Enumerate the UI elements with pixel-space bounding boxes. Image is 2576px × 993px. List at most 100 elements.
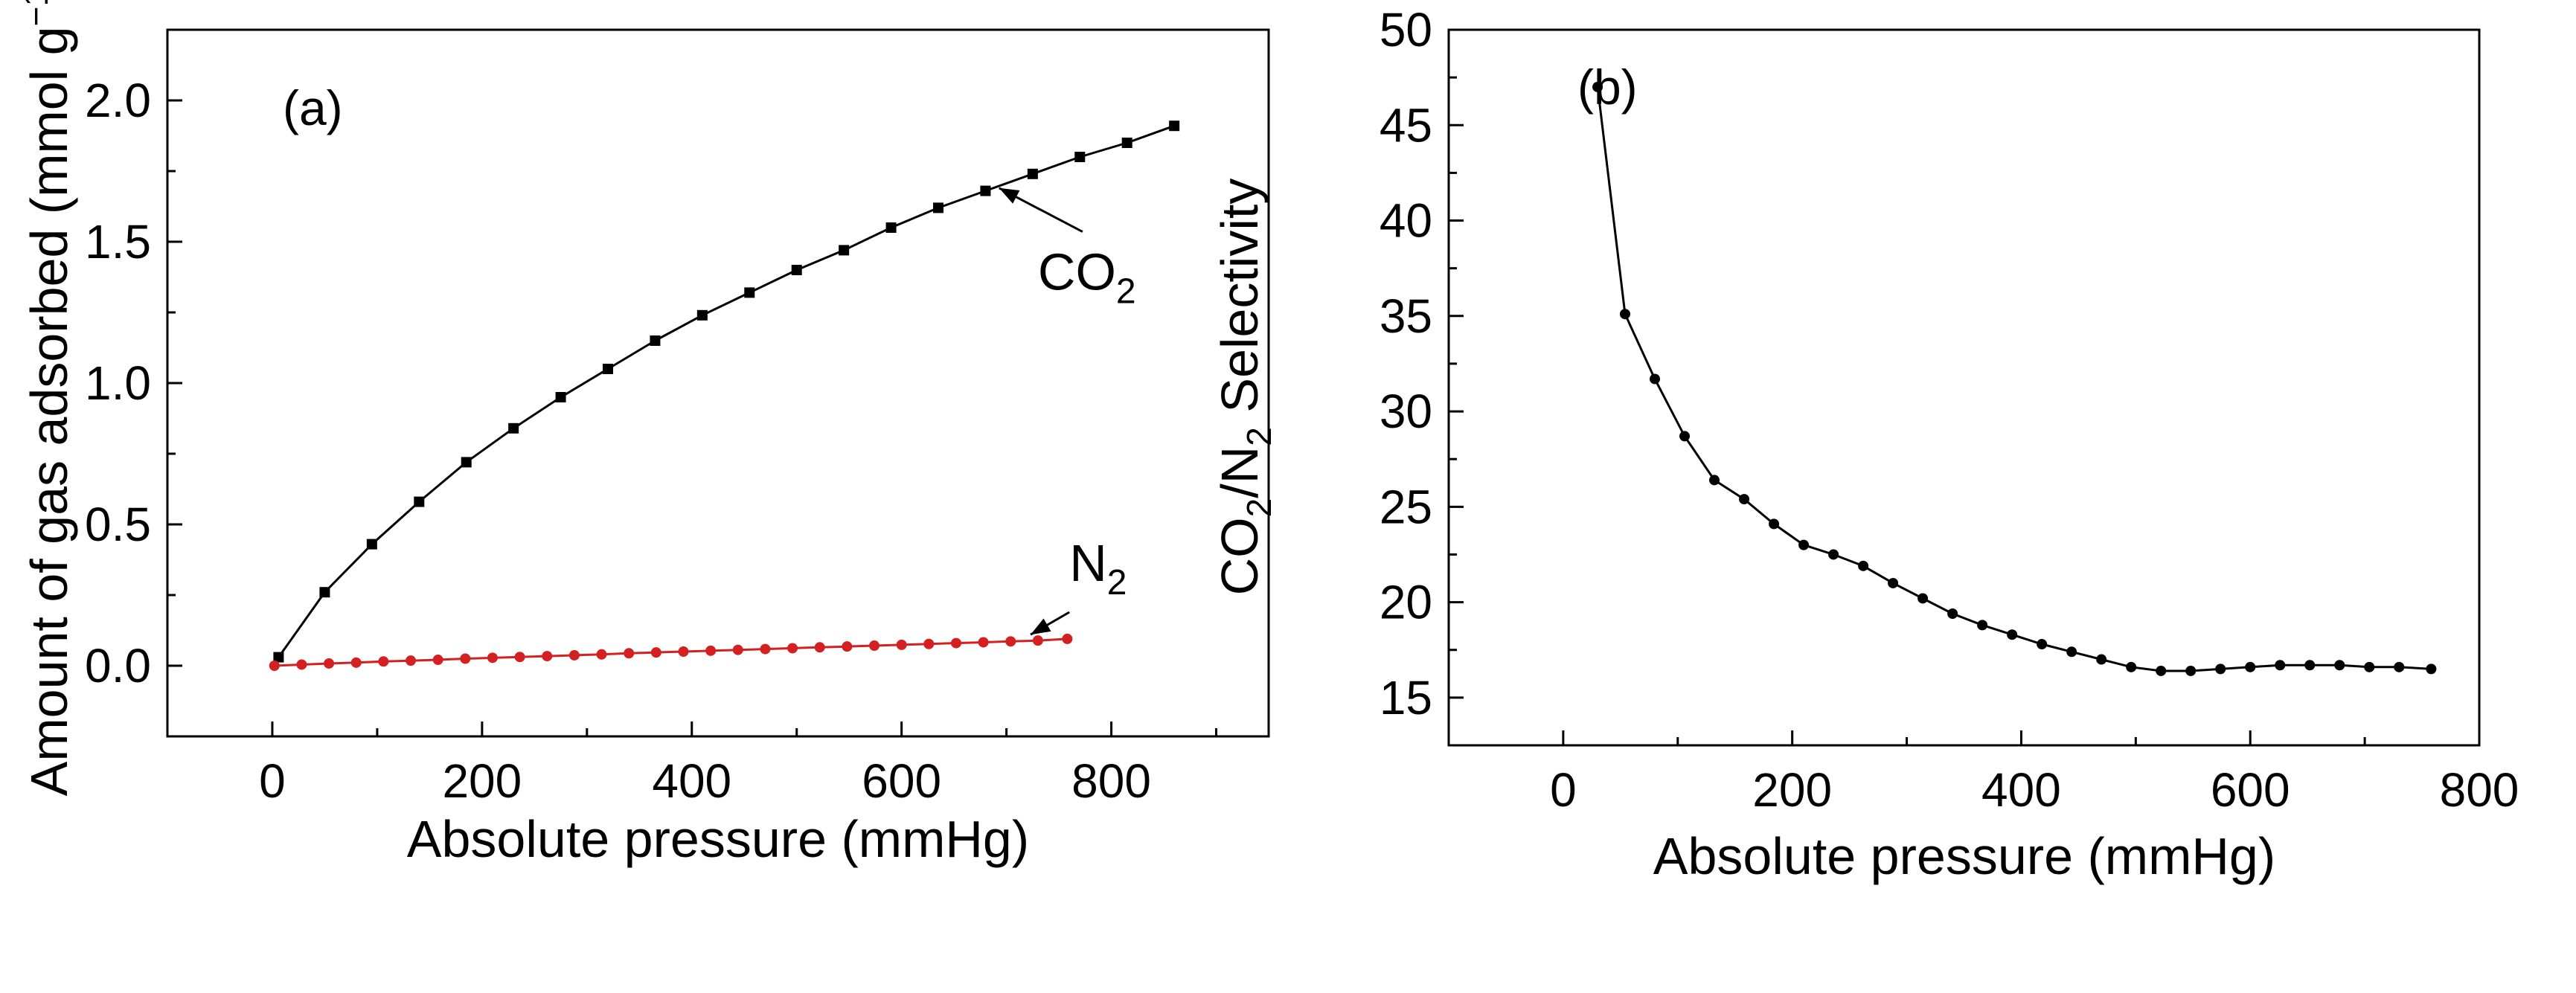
panel-b-y-tick-label: 15 xyxy=(1380,671,1432,724)
panel-a-n2-point xyxy=(678,646,689,657)
panel-a-co2-label: CO2 xyxy=(1038,243,1136,312)
panel-b-co2-n2-selectivity-point xyxy=(1619,309,1630,320)
panel-b-co2-n2-selectivity-line xyxy=(1596,86,2432,672)
panel-b-y-axis-title-rest: Selectivity xyxy=(1211,179,1269,428)
panel-a-co2-point xyxy=(1121,138,1132,148)
panel-a-label: (a) xyxy=(283,80,343,135)
panel-a-n2-point xyxy=(732,644,743,655)
panel-a-n2-arrow-head xyxy=(1031,618,1051,635)
panel-a-n2-label: N2 xyxy=(1069,534,1127,602)
panel-b-y-axis-title-co: CO xyxy=(1211,517,1269,595)
panel-b-co2-n2-selectivity-point xyxy=(1650,373,1660,385)
panel-b-co2-n2-selectivity-point xyxy=(2007,629,2018,640)
panel-b-x-tick-label: 800 xyxy=(2440,763,2519,817)
panel-a-y-axis-title: Amount of gas adsorbed (mmol g−1) xyxy=(16,0,78,796)
panel-a-x-tick-label: 200 xyxy=(442,754,522,808)
panel-a-n2-point xyxy=(650,647,661,658)
panel-a-n2-point xyxy=(514,652,525,663)
panel-a-n2-point xyxy=(460,653,471,664)
panel-b-co2-n2-selectivity-point xyxy=(2066,646,2077,658)
panel-a-co2-point xyxy=(839,245,850,256)
panel-a-n2-point xyxy=(568,649,580,661)
panel-a-n2-point xyxy=(814,642,825,653)
panel-a-co2-point xyxy=(414,496,425,507)
panel-a-co2-point xyxy=(933,202,943,213)
panel-b-co2-n2-selectivity-point xyxy=(1917,593,1929,604)
panel-a-co2-arrow-head xyxy=(999,187,1020,204)
panel-a-n2-point xyxy=(406,655,417,666)
panel-a-n2-point xyxy=(324,658,335,669)
panel-b-y-tick-label: 40 xyxy=(1380,194,1432,248)
panel-b-label: (b) xyxy=(1577,60,1638,115)
panel-a-y-tick-label: 1.5 xyxy=(85,215,151,269)
panel-a-co2-point xyxy=(650,335,661,346)
panel-a-x-axis-title: Absolute pressure (mmHg) xyxy=(407,810,1029,868)
panel-a-n2-point xyxy=(296,659,307,670)
panel-a-co2-point xyxy=(319,587,330,598)
panel-a-co2-point xyxy=(555,392,566,402)
panel-a-co2-point xyxy=(603,364,613,374)
panel-b-y-tick-label: 35 xyxy=(1380,289,1432,343)
panel-a-y-axis-title-sup: −1 xyxy=(16,0,55,26)
panel-b-co2-n2-selectivity-point xyxy=(1828,549,1839,560)
panel-a-n2-point xyxy=(978,637,989,648)
panel-b-co2-n2-selectivity-point xyxy=(1592,81,1603,92)
panel-a-x-tick-label: 400 xyxy=(652,754,731,808)
panel-a-n2-point xyxy=(950,637,961,649)
panel-b-plot-frame xyxy=(1447,28,2481,747)
panel-b-co2-n2-selectivity-point xyxy=(1798,539,1810,550)
panel-a-x-tick-label: 0 xyxy=(259,754,286,808)
panel-b-co2-n2-selectivity-point xyxy=(2126,661,2137,672)
panel-b-y-tick-label: 20 xyxy=(1380,576,1432,629)
panel-b-co2-n2-selectivity-point xyxy=(2426,663,2437,675)
panel-a-n2-line xyxy=(274,637,1068,667)
panel-a-y-axis-title-main: Amount of gas adsorbed (mmol g xyxy=(20,26,78,796)
panel-b-co2-n2-selectivity-point xyxy=(2215,663,2226,675)
panel-b-co2-n2-selectivity-point xyxy=(2245,661,2256,672)
panel-a-co2-point xyxy=(1074,152,1086,162)
panel-a-n2-label-sub: 2 xyxy=(1107,563,1127,602)
panel-b-co2-n2-selectivity-point xyxy=(2364,661,2375,672)
panel-a-n2-point xyxy=(923,638,935,649)
panel-a-co2-point xyxy=(744,287,755,298)
panel-a-n2-point xyxy=(596,649,607,660)
panel-a-n2-point xyxy=(842,641,853,652)
panel-b-x-tick-label: 400 xyxy=(1981,763,2061,817)
panel-b-y-tick-label: 30 xyxy=(1380,385,1432,438)
panel-a-co2-label-main: CO xyxy=(1038,243,1116,301)
panel-a-co2-label-sub: 2 xyxy=(1116,272,1136,312)
panel-b-co2-n2-selectivity-point xyxy=(2096,654,2107,665)
panel-a-co2-point xyxy=(1027,168,1038,179)
panel-a-n2-point xyxy=(1032,635,1043,646)
panel-a-n2-point xyxy=(705,645,717,656)
panel-a-y-tick-label: 1.0 xyxy=(85,356,151,410)
panel-b-co2-n2-selectivity-point xyxy=(1739,494,1750,505)
panel-b-co2-n2-selectivity-point xyxy=(1977,620,1988,631)
panel-b-x-axis-title: Absolute pressure (mmHg) xyxy=(1653,827,2275,885)
panel-a-y-tick-label: 0.5 xyxy=(85,498,151,551)
panel-b-y-tick-label: 50 xyxy=(1380,3,1432,57)
panel-b-chart: 0 200 400 600 800 15 20 25 30 35 40 45 50 (b) Absolu… xyxy=(1211,3,2519,885)
panel-a-y-tick-label: 2.0 xyxy=(85,74,151,127)
panel-a-co2-point xyxy=(885,222,897,233)
panel-a-co2-point xyxy=(461,457,472,468)
panel-a-n2-point xyxy=(896,639,907,650)
panel-b-co2-n2-selectivity-point xyxy=(2185,665,2197,676)
panel-b-co2-n2-selectivity-point xyxy=(2394,661,2405,672)
panel-a-n2-point xyxy=(350,657,362,668)
panel-a-plot-frame xyxy=(166,28,1270,738)
panel-b-ticks: 0 200 400 600 800 15 20 25 30 35 40 45 50 xyxy=(1380,3,2519,817)
panel-b-co2-n2-selectivity-point xyxy=(1947,608,1958,619)
panel-a-co2-point xyxy=(366,539,377,550)
panel-a-y-tick-label: 0.0 xyxy=(85,639,151,692)
panel-b-x-tick-label: 0 xyxy=(1550,763,1577,817)
panel-b-co2-n2-selectivity-point xyxy=(1888,577,1899,588)
panel-b-y-tick-label: 45 xyxy=(1380,98,1432,152)
panel-a-co2-point xyxy=(696,309,708,321)
panel-b-co2-n2-selectivity-point xyxy=(2275,660,2286,671)
panel-a-x-tick-label: 800 xyxy=(1071,754,1151,808)
panel-b-co2-n2-selectivity-point xyxy=(1769,518,1780,530)
panel-a-n2-point xyxy=(487,652,498,663)
